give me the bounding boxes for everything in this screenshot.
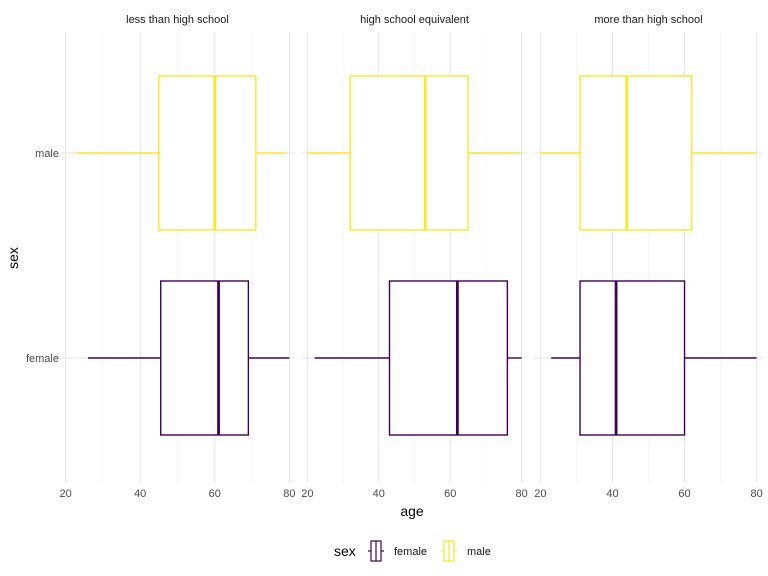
x-tick-label: 80 bbox=[283, 488, 295, 500]
x-tick-label: 20 bbox=[301, 488, 313, 500]
y-tick-label: female bbox=[26, 353, 59, 365]
box-iqr bbox=[579, 75, 693, 231]
x-tick-label: 20 bbox=[59, 488, 71, 500]
x-tick-label: 60 bbox=[444, 488, 456, 500]
x-tick-label: 20 bbox=[534, 488, 546, 500]
box-iqr bbox=[158, 75, 257, 231]
x-tick-label: 40 bbox=[373, 488, 385, 500]
x-axis-title: age bbox=[400, 503, 424, 519]
box-female bbox=[314, 280, 522, 436]
box-iqr bbox=[579, 280, 686, 436]
x-tick-label: 40 bbox=[134, 488, 146, 500]
box-male bbox=[76, 75, 286, 231]
panel-1: high school equivalent 20 40 60 80 bbox=[301, 14, 528, 500]
box-female bbox=[551, 280, 757, 436]
y-axis-title: sex bbox=[5, 247, 21, 269]
box-iqr bbox=[349, 75, 469, 231]
facet-strip-label: more than high school bbox=[594, 14, 702, 26]
y-tick-label: male bbox=[35, 148, 59, 160]
box-male bbox=[540, 75, 757, 231]
facet-strip-label: less than high school bbox=[126, 14, 229, 26]
facet-strip-label: high school equivalent bbox=[360, 14, 469, 26]
box-iqr bbox=[160, 280, 250, 436]
panel-0: less than high school 20 40 60 80 bbox=[59, 14, 295, 500]
panel-2: more than high school 20 40 60 80 bbox=[534, 14, 762, 500]
legend-entry-male: male bbox=[441, 540, 491, 562]
legend-label: female bbox=[394, 546, 427, 558]
x-tick-label: 80 bbox=[516, 488, 528, 500]
y-axis-ticks: female male bbox=[26, 148, 59, 365]
box-iqr bbox=[388, 280, 509, 436]
legend-label: male bbox=[467, 546, 491, 558]
x-tick-label: 40 bbox=[606, 488, 618, 500]
legend: sex female male bbox=[334, 540, 491, 562]
x-tick-label: 60 bbox=[678, 488, 690, 500]
x-tick-label: 80 bbox=[750, 488, 762, 500]
x-tick-label: 60 bbox=[209, 488, 221, 500]
box-male bbox=[307, 75, 522, 231]
legend-title: sex bbox=[334, 543, 356, 559]
box-female bbox=[87, 280, 290, 436]
legend-entry-female: female bbox=[368, 540, 427, 562]
